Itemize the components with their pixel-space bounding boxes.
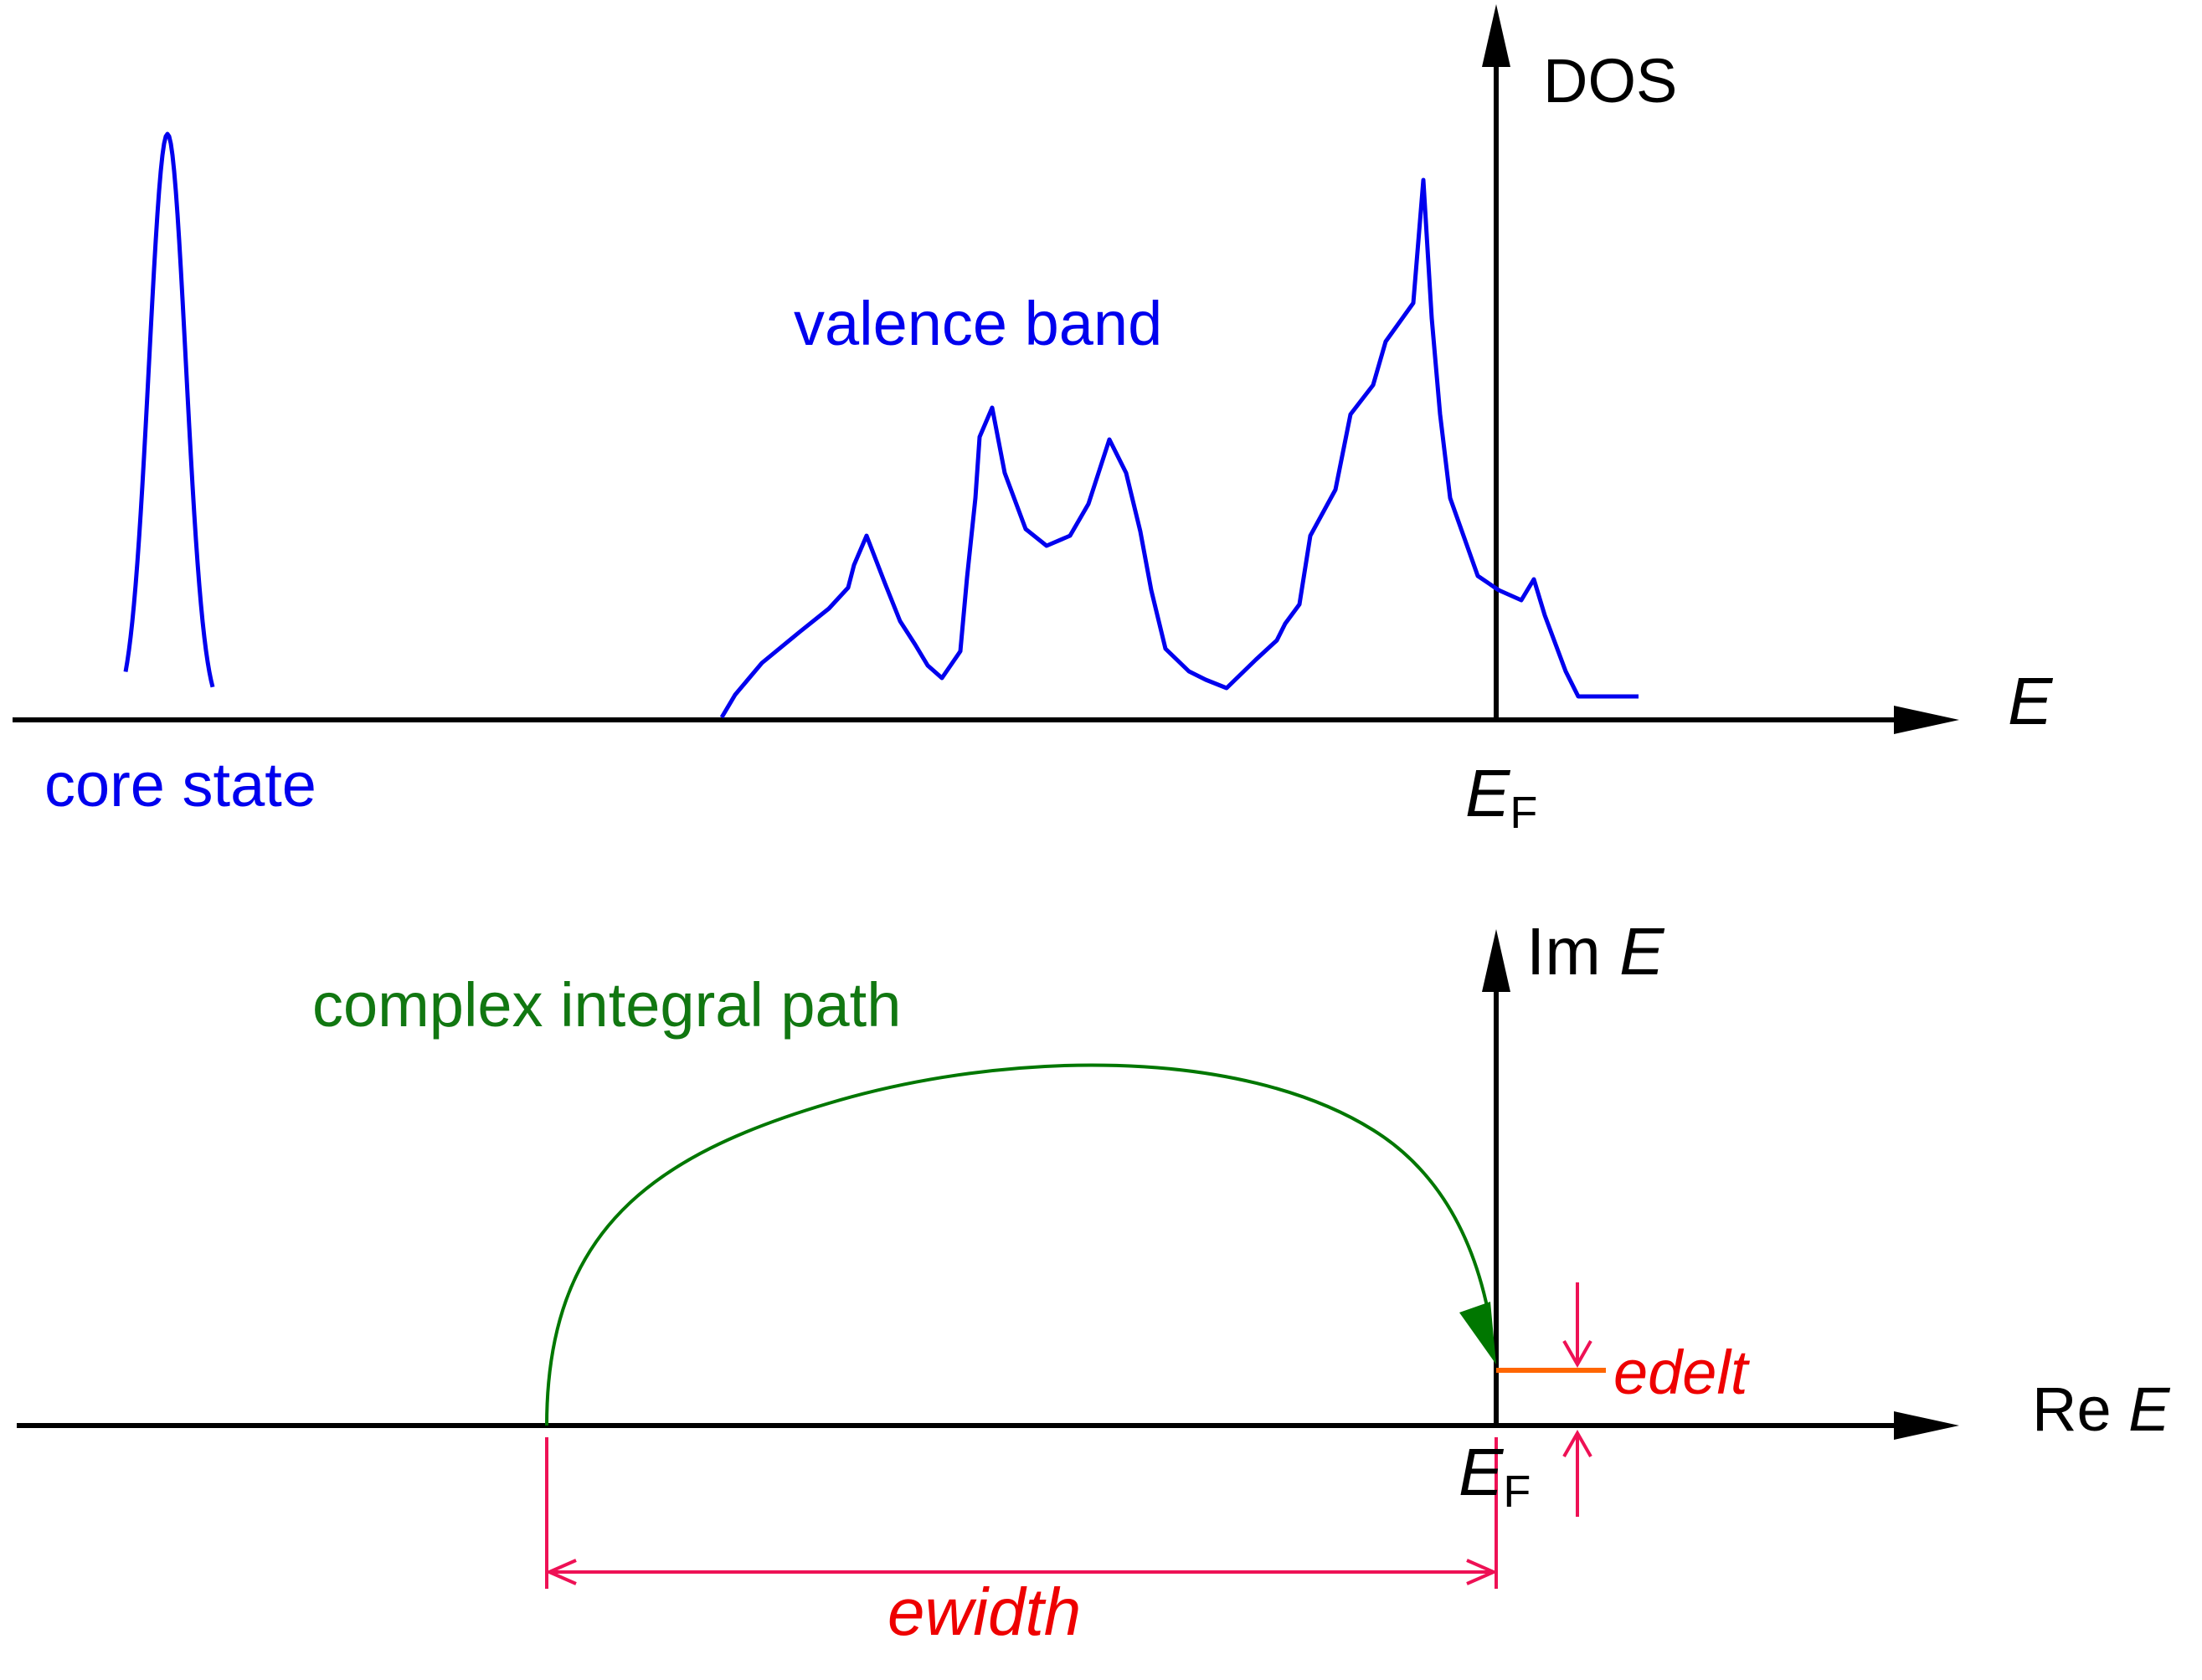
dos-panel: DOS E EF core state valence band	[13, 4, 2054, 838]
core-state-peak	[123, 131, 215, 688]
edelt-label: edelt	[1613, 1338, 1751, 1407]
real-axis-label: Re E	[2032, 1374, 2171, 1444]
complex-plane-panel: Im E Re E EF complex integral path edelt…	[17, 914, 2171, 1649]
valence-band-curve	[719, 177, 1639, 719]
energy-axis-label: E	[2008, 664, 2054, 738]
edelt-bottom-arrow	[1562, 1429, 1592, 1517]
dos-axis-arrowhead	[1482, 4, 1510, 67]
path-arrowhead	[1459, 1302, 1496, 1364]
dos-axis-label: DOS	[1543, 46, 1677, 116]
valence-band-label: valence band	[794, 289, 1162, 358]
complex-integral-path	[545, 1063, 1490, 1426]
real-axis-arrowhead	[1894, 1411, 1959, 1440]
imaginary-axis-label: Im E	[1526, 914, 1665, 989]
ewidth-dimension	[545, 1437, 1498, 1589]
fermi-level-label: EF	[1465, 756, 1537, 838]
core-state-label: core state	[44, 750, 316, 819]
ewidth-label: ewidth	[887, 1575, 1081, 1649]
edelt-top-arrow	[1562, 1282, 1592, 1369]
complex-path-label: complex integral path	[312, 970, 901, 1040]
energy-axis-arrowhead	[1894, 706, 1959, 734]
imaginary-axis-arrowhead	[1482, 929, 1510, 992]
complex-fermi-level-label: EF	[1459, 1435, 1531, 1517]
